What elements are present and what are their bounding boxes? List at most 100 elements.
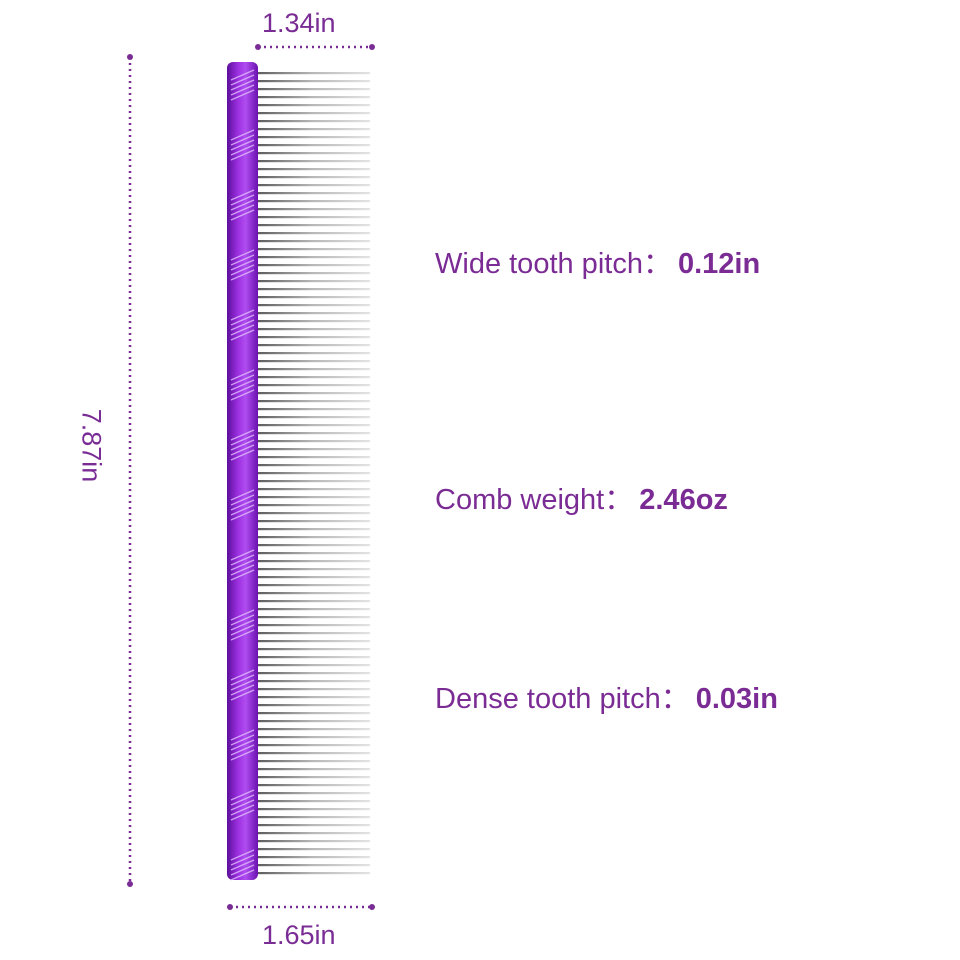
comb-tooth (256, 784, 370, 787)
comb-tooth (256, 696, 370, 699)
handle-stripe (230, 864, 255, 876)
handle-stripe (230, 869, 255, 881)
comb-tooth (256, 552, 370, 555)
handle-stripe (230, 749, 255, 761)
comb-tooth (256, 408, 370, 411)
handle-stripe (230, 789, 255, 801)
handle-stripe (230, 199, 255, 211)
handle-stripe (230, 309, 255, 321)
handle-stripe (230, 859, 255, 871)
comb-tooth (256, 616, 370, 619)
comb-tooth (256, 344, 370, 347)
comb-tooth (256, 576, 370, 579)
comb-tooth (256, 664, 370, 667)
comb-tooth (256, 256, 370, 259)
handle-stripe (230, 804, 255, 816)
comb-tooth (256, 624, 370, 627)
comb-tooth (256, 728, 370, 731)
handle-stripe (230, 314, 255, 326)
comb-tooth (256, 840, 370, 843)
dimension-line-left (127, 54, 133, 887)
comb-tooth (256, 776, 370, 779)
comb-tooth (256, 856, 370, 859)
handle-stripe (230, 429, 255, 441)
comb-tooth (256, 376, 370, 379)
handle-stripe (230, 684, 255, 696)
comb-tooth (256, 600, 370, 603)
handle-stripe (230, 509, 255, 521)
comb-tooth (256, 640, 370, 643)
comb-tooth (256, 864, 370, 867)
comb-tooth (256, 232, 370, 235)
comb-tooth (256, 128, 370, 131)
comb-tooth (256, 464, 370, 467)
handle-stripe (230, 849, 255, 861)
comb-tooth (256, 192, 370, 195)
comb-tooth (256, 88, 370, 91)
comb-tooth (256, 800, 370, 803)
handle-stripe (230, 624, 255, 636)
comb-tooth (256, 296, 370, 299)
comb-tooth (256, 456, 370, 459)
spec-value: 2.46oz (639, 484, 728, 516)
handle-stripe (230, 89, 255, 101)
comb-tooth (256, 496, 370, 499)
comb-tooth (256, 832, 370, 835)
comb-tooth (256, 816, 370, 819)
comb-tooth (256, 672, 370, 675)
comb-tooth (256, 336, 370, 339)
comb-tooth (256, 560, 370, 563)
handle-stripe (230, 269, 255, 281)
comb-tooth (256, 736, 370, 739)
comb-tooth (256, 80, 370, 83)
handle-stripe (230, 324, 255, 336)
comb-tooth (256, 120, 370, 123)
comb-tooth (256, 72, 370, 75)
top-width-label: 1.34in (262, 8, 336, 38)
comb-tooth (256, 432, 370, 435)
handle-stripe (230, 379, 255, 391)
comb-handle (227, 62, 258, 881)
comb-tooth (256, 528, 370, 531)
comb-tooth (256, 288, 370, 291)
comb-tooth (256, 392, 370, 395)
handle-stripe (230, 84, 255, 96)
comb-tooth (256, 680, 370, 683)
handle-stripe (230, 674, 255, 686)
handle-stripe (230, 854, 255, 866)
comb-tooth (256, 872, 370, 875)
comb-tooth (256, 752, 370, 755)
comb-tooth (256, 176, 370, 179)
handle-stripe (230, 799, 255, 811)
handle-stripe (230, 669, 255, 681)
handle-stripe (230, 679, 255, 691)
comb-tooth (256, 248, 370, 251)
comb-tooth (256, 504, 370, 507)
handle-stripe (230, 259, 255, 271)
length-label: 7.87in (76, 408, 107, 483)
comb-tooth (256, 328, 370, 331)
comb-tooth (256, 648, 370, 651)
comb-tooth (256, 184, 370, 187)
comb-tooth (256, 104, 370, 107)
comb-tooth (256, 360, 370, 363)
handle-stripe (230, 144, 255, 156)
handle-stripe (230, 794, 255, 806)
handle-stripe (230, 384, 255, 396)
handle-stripe (230, 549, 255, 561)
comb-tooth (256, 544, 370, 547)
comb-tooth (256, 720, 370, 723)
handle-stripe (230, 74, 255, 86)
handle-stripe (230, 149, 255, 161)
handle-stripe (230, 489, 255, 501)
spec-label: Wide tooth pitch： (435, 248, 672, 280)
handle-stripe (230, 609, 255, 621)
comb-tooth (256, 848, 370, 851)
handle-stripe (230, 559, 255, 571)
handle-stripe (230, 134, 255, 146)
handle-stripe (230, 204, 255, 216)
bottom-width-label: 1.65in (262, 920, 336, 950)
comb-tooth (256, 280, 370, 283)
comb-tooth (256, 824, 370, 827)
